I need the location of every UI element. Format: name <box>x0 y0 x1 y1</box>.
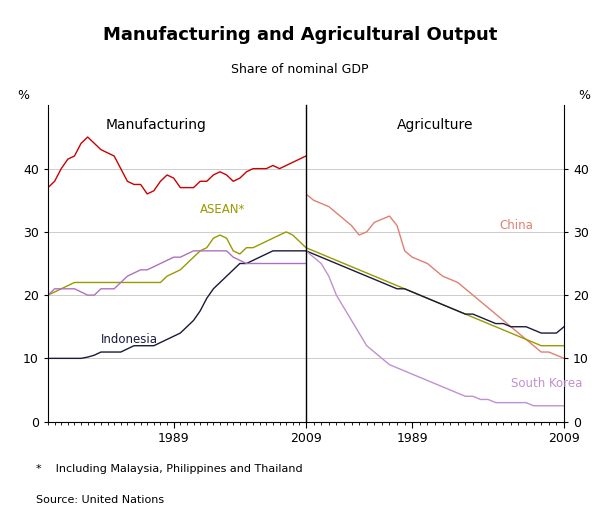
Text: %: % <box>578 89 590 102</box>
Text: China: China <box>499 219 533 232</box>
Text: Manufacturing: Manufacturing <box>106 118 207 132</box>
Text: Indonesia: Indonesia <box>101 333 158 346</box>
Text: ASEAN*: ASEAN* <box>200 203 245 216</box>
Text: Manufacturing and Agricultural Output: Manufacturing and Agricultural Output <box>103 26 497 44</box>
Text: Source: United Nations: Source: United Nations <box>36 495 164 505</box>
Text: South Korea: South Korea <box>511 377 582 390</box>
Text: Agriculture: Agriculture <box>397 118 473 132</box>
Text: *    Including Malaysia, Philippines and Thailand: * Including Malaysia, Philippines and Th… <box>36 464 302 474</box>
Text: Share of nominal GDP: Share of nominal GDP <box>231 63 369 76</box>
Text: %: % <box>17 89 29 102</box>
